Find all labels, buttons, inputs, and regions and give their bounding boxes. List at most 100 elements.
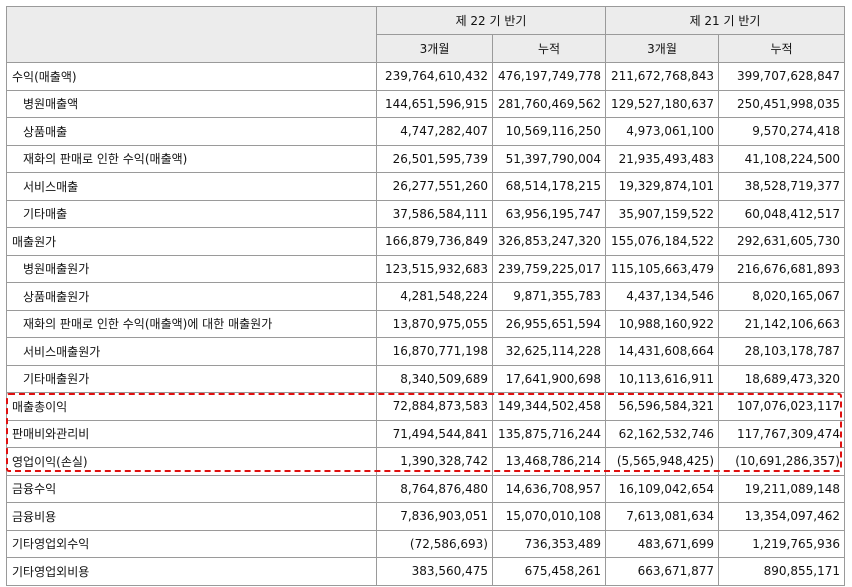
value-cell: 663,671,877 (605, 557, 719, 586)
header-21-3m: 3개월 (605, 34, 719, 63)
row-label: 금융수익 (6, 474, 377, 503)
value-cell: 28,103,178,787 (718, 337, 845, 366)
header-21-cumulative: 누적 (718, 34, 845, 63)
table-row: 매출총이익 72,884,873,583 149,344,502,458 56,596… (6, 392, 845, 421)
value-cell: 21,142,106,663 (718, 309, 845, 338)
value-cell: 10,569,116,250 (492, 117, 606, 146)
value-cell: 10,113,616,911 (605, 364, 719, 393)
table-row: 서비스매출원가 16,870,771,198 32,625,114,228 14,43… (6, 337, 845, 366)
value-cell: 14,431,608,664 (605, 337, 719, 366)
value-cell: 4,437,134,546 (605, 282, 719, 311)
header-blank-cell (6, 6, 377, 63)
value-cell: 19,329,874,101 (605, 172, 719, 201)
value-cell: 675,458,261 (492, 557, 606, 586)
value-cell: 149,344,502,458 (492, 392, 606, 421)
value-cell: 14,636,708,957 (492, 474, 606, 503)
table-row: 수익(매출액) 239,764,610,432 476,197,749,778 211… (6, 62, 845, 91)
value-cell: 239,764,610,432 (376, 62, 493, 91)
value-cell: 26,277,551,260 (376, 172, 493, 201)
table-row: 상품매출원가 4,281,548,224 9,871,355,783 4,437,13… (6, 282, 845, 311)
value-cell: 37,586,584,111 (376, 199, 493, 228)
value-cell: 26,501,595,739 (376, 144, 493, 173)
value-cell: (5,565,948,425) (605, 447, 719, 476)
value-cell: 155,076,184,522 (605, 227, 719, 256)
header-row-periods: 제 22 기 반기 제 21 기 반기 (6, 6, 845, 63)
row-label: 판매비와관리비 (6, 419, 377, 448)
value-cell: 60,048,412,517 (718, 199, 845, 228)
row-label: 서비스매출 (6, 172, 377, 201)
value-cell: 16,870,771,198 (376, 337, 493, 366)
value-cell: 292,631,605,730 (718, 227, 845, 256)
table-row: 병원매출액 144,651,596,915 281,760,469,562 129,5… (6, 89, 845, 118)
row-label: 상품매출원가 (6, 282, 377, 311)
value-cell: 166,879,736,849 (376, 227, 493, 256)
table-row: 서비스매출 26,277,551,260 68,514,178,215 19,329,… (6, 172, 845, 201)
value-cell: 21,935,493,483 (605, 144, 719, 173)
value-cell: 483,671,699 (605, 529, 719, 558)
value-cell: 4,747,282,407 (376, 117, 493, 146)
row-label: 금융비용 (6, 502, 377, 531)
row-label: 병원매출원가 (6, 254, 377, 283)
value-cell: 62,162,532,746 (605, 419, 719, 448)
header-22-3m: 3개월 (376, 34, 493, 63)
value-cell: 216,676,681,893 (718, 254, 845, 283)
table-body: 수익(매출액) 239,764,610,432 476,197,749,778 211… (6, 62, 845, 586)
value-cell: 41,108,224,500 (718, 144, 845, 173)
table-row: 재화의 판매로 인한 수익(매출액)에 대한 매출원가 13,870,975,05… (6, 309, 845, 338)
value-cell: 68,514,178,215 (492, 172, 606, 201)
header-period-22: 제 22 기 반기 (376, 6, 606, 35)
value-cell: 8,020,165,067 (718, 282, 845, 311)
value-cell: 9,871,355,783 (492, 282, 606, 311)
value-cell: 250,451,998,035 (718, 89, 845, 118)
table-row: 기타영업외수익 (72,586,693) 736,353,489 483,671,69… (6, 529, 845, 558)
value-cell: 38,528,719,377 (718, 172, 845, 201)
value-cell: 10,988,160,922 (605, 309, 719, 338)
value-cell: 107,076,023,117 (718, 392, 845, 421)
row-label: 매출원가 (6, 227, 377, 256)
value-cell: 7,836,903,051 (376, 502, 493, 531)
table-row: 금융수익 8,764,876,480 14,636,708,957 16,109,04… (6, 474, 845, 503)
value-cell: (72,586,693) (376, 529, 493, 558)
table-row: 금융비용 7,836,903,051 15,070,010,108 7,613,081… (6, 502, 845, 531)
value-cell: 383,560,475 (376, 557, 493, 586)
value-cell: 71,494,544,841 (376, 419, 493, 448)
table-row: 영업이익(손실) 1,390,328,742 13,468,786,214 (5,56… (6, 447, 845, 476)
table-row: 판매비와관리비 71,494,544,841 135,875,716,244 62,1… (6, 419, 845, 448)
value-cell: 129,527,180,637 (605, 89, 719, 118)
value-cell: 135,875,716,244 (492, 419, 606, 448)
row-label: 영업이익(손실) (6, 447, 377, 476)
value-cell: 1,219,765,936 (718, 529, 845, 558)
value-cell: 890,855,171 (718, 557, 845, 586)
value-cell: 35,907,159,522 (605, 199, 719, 228)
row-label: 수익(매출액) (6, 62, 377, 91)
row-label: 기타매출 (6, 199, 377, 228)
table-row: 병원매출원가 123,515,932,683 239,759,225,017 115,… (6, 254, 845, 283)
value-cell: 1,390,328,742 (376, 447, 493, 476)
row-label: 재화의 판매로 인한 수익(매출액) (6, 144, 377, 173)
table-row: 기타영업외비용 383,560,475 675,458,261 663,671,877… (6, 557, 845, 586)
value-cell: 736,353,489 (492, 529, 606, 558)
header-row-subperiods: 3개월 누적 3개월 누적 (7, 34, 845, 63)
value-cell: 326,853,247,320 (492, 227, 606, 256)
value-cell: 56,596,584,321 (605, 392, 719, 421)
row-label: 기타영업외수익 (6, 529, 377, 558)
value-cell: 4,281,548,224 (376, 282, 493, 311)
value-cell: 7,613,081,634 (605, 502, 719, 531)
income-statement-table: 제 22 기 반기 제 21 기 반기 3개월 누적 3개월 누적 수익(매출액… (6, 6, 845, 586)
value-cell: 19,211,089,148 (718, 474, 845, 503)
value-cell: 4,973,061,100 (605, 117, 719, 146)
row-label: 기타영업외비용 (6, 557, 377, 586)
value-cell: 16,109,042,654 (605, 474, 719, 503)
value-cell: 239,759,225,017 (492, 254, 606, 283)
value-cell: 211,672,768,843 (605, 62, 719, 91)
row-label: 서비스매출원가 (6, 337, 377, 366)
header-22-cumulative: 누적 (492, 34, 606, 63)
row-label: 재화의 판매로 인한 수익(매출액)에 대한 매출원가 (6, 309, 377, 338)
value-cell: 123,515,932,683 (376, 254, 493, 283)
value-cell: 399,707,628,847 (718, 62, 845, 91)
value-cell: 32,625,114,228 (492, 337, 606, 366)
value-cell: 15,070,010,108 (492, 502, 606, 531)
income-statement: 제 22 기 반기 제 21 기 반기 3개월 누적 3개월 누적 수익(매출액… (6, 6, 845, 586)
value-cell: 117,767,309,474 (718, 419, 845, 448)
table-row: 기타매출원가 8,340,509,689 17,641,900,698 10,113,… (6, 364, 845, 393)
